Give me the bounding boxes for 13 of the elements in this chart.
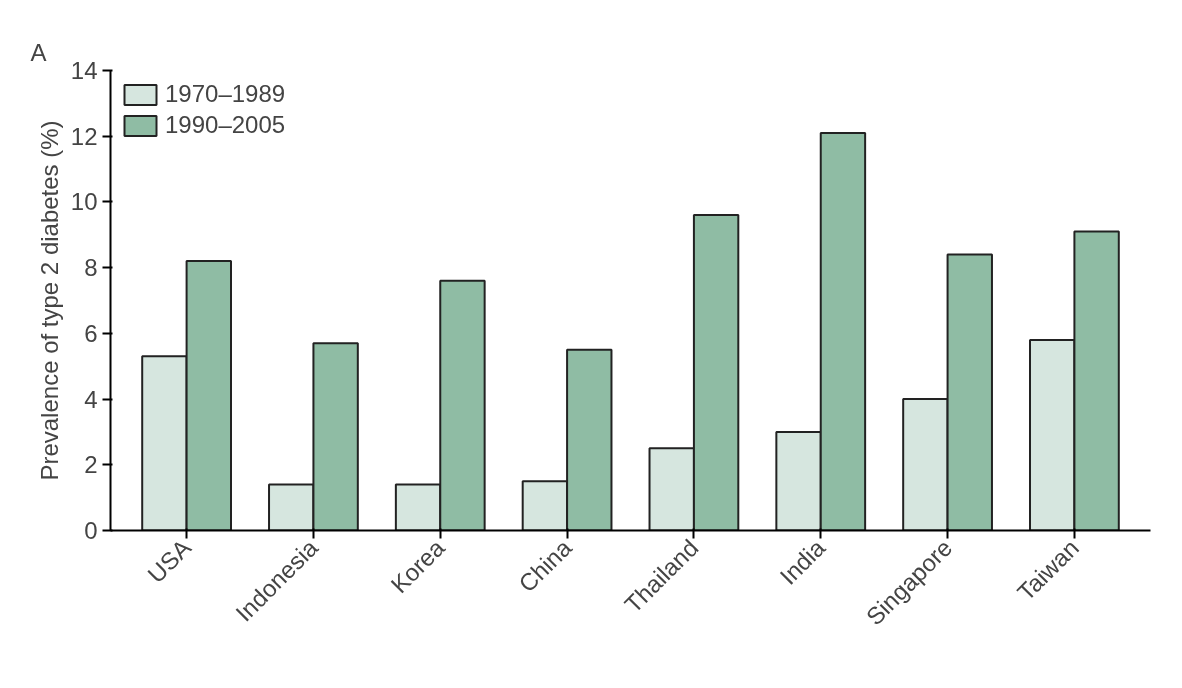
y-axis-title: Prevalence of type 2 diabetes (%) — [35, 120, 63, 481]
y-tick-label: 2 — [84, 451, 98, 479]
y-tick-label: 4 — [84, 385, 98, 413]
y-tick-label: 0 — [84, 517, 98, 544]
legend-label: 1990–2005 — [165, 111, 286, 139]
y-tick-label: 6 — [84, 319, 98, 347]
y-tick-label: 10 — [70, 188, 98, 216]
y-tick-label: 14 — [70, 57, 98, 84]
y-tick-label: 8 — [84, 254, 98, 282]
legend-label: 1970–1989 — [165, 80, 286, 108]
y-tick-label: 12 — [70, 122, 98, 150]
text: A — [30, 38, 47, 66]
x-tick-label: USA — [142, 533, 197, 588]
